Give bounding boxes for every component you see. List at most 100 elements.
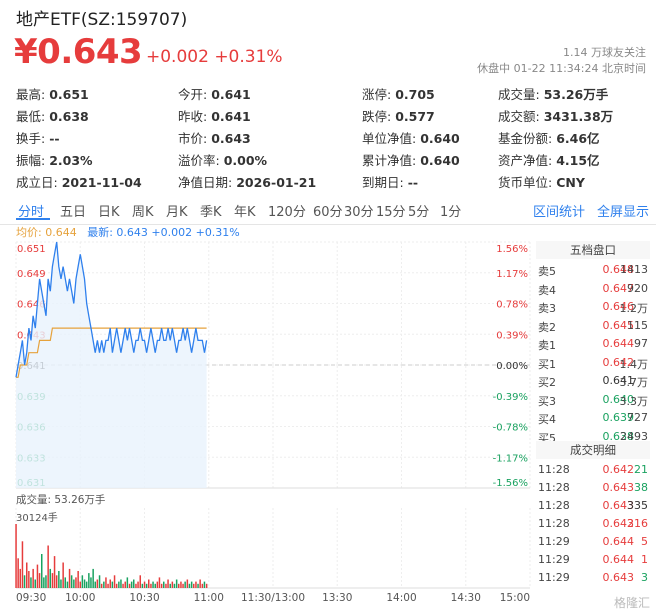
trade-row: 11:28 0.643 335: [536, 497, 650, 515]
time-tick-label: 10:30: [129, 592, 159, 604]
volume-bar: [167, 579, 169, 588]
volume-bar: [124, 581, 126, 588]
price-tick-label: 0.651: [17, 244, 46, 255]
stat-item: 基金份额: 6.46亿: [498, 128, 600, 147]
trade-price: 0.643: [602, 499, 635, 512]
order-book-row: 买2 0.641 3.7万: [536, 372, 650, 390]
volume-bar: [171, 581, 174, 588]
volume-bar: [203, 581, 206, 588]
period-tabs: 分时 五日 日K 周K 月K 季K 年K 120分 60分 30分 15分 5分 1分 区间统计 全屏显示: [0, 196, 656, 225]
volume-bar: [81, 575, 84, 588]
tab-6[interactable]: 季K: [200, 205, 222, 220]
stat-value: 0.641: [211, 87, 251, 102]
stat-item: 成交额: 3431.38万: [498, 106, 613, 125]
price-tick-label: 0.643: [17, 330, 46, 341]
tab-5[interactable]: 月K: [166, 205, 188, 220]
market-status: 休盘中 01-22 11:34:24 北京时间: [477, 62, 646, 75]
volume-bar: [55, 575, 58, 588]
trade-volume: 216: [627, 517, 648, 530]
volume-bar: [154, 583, 156, 588]
time-tick-label: 11:00: [194, 592, 224, 604]
stat-item: 振幅: 2.03%: [16, 150, 93, 169]
order-level: 卖2: [538, 320, 556, 334]
stat-item: 溢价率: 0.00%: [178, 150, 267, 169]
volume-bar: [53, 556, 56, 588]
volume-bar: [19, 568, 21, 588]
trade-volume: 3: [641, 571, 648, 584]
range-stats-button[interactable]: 区间统计: [533, 205, 586, 220]
tab-3[interactable]: 日K: [98, 205, 120, 220]
trade-price: 0.643: [602, 481, 635, 494]
trade-price: 0.644: [602, 553, 635, 566]
time-tick-label: 11:30/13:00: [241, 592, 305, 604]
tab-10[interactable]: 30分: [344, 205, 374, 220]
order-book-row: 买3 0.640 3.3万: [536, 391, 650, 409]
volume-bar: [165, 583, 167, 588]
current-price: ¥0.643: [14, 32, 143, 72]
trade-time: 11:29: [538, 553, 570, 566]
active-tab-indicator: [16, 218, 50, 220]
volume-bar: [88, 573, 90, 588]
trade-time: 11:29: [538, 571, 570, 584]
pct-tick-label: -0.78%: [493, 423, 528, 434]
volume-bar: [128, 583, 131, 588]
fullscreen-button[interactable]: 全屏显示: [597, 205, 650, 220]
tab-13[interactable]: 1分: [440, 205, 462, 220]
order-price: 0.644: [602, 337, 635, 350]
volume-bar: [118, 581, 120, 588]
stat-label: 最低:: [16, 109, 46, 124]
stat-value: 0.638: [49, 109, 89, 124]
trade-time: 11:28: [538, 463, 570, 476]
order-price: 0.642: [602, 355, 635, 369]
stat-item: 成立日: 2021-11-04: [16, 172, 142, 191]
order-volume: 2493: [620, 429, 648, 443]
tab-2[interactable]: 五日: [60, 205, 87, 220]
stat-label: 成交额:: [498, 109, 540, 124]
volume-bar: [58, 571, 60, 588]
volume-bar: [133, 579, 135, 588]
trade-price: 0.643: [602, 517, 635, 530]
stat-value: 2.03%: [49, 153, 93, 168]
volume-bar: [107, 583, 109, 588]
stat-item: 净值日期: 2026-01-21: [178, 172, 316, 191]
order-book-row: 卖2 0.645 115: [536, 317, 650, 335]
time-tick-label: 14:00: [386, 592, 416, 604]
pct-tick-label: 0.39%: [496, 330, 528, 341]
volume-bar: [100, 583, 103, 588]
stat-value: CNY: [556, 175, 585, 190]
volume-bar: [60, 579, 62, 588]
trade-time: 11:28: [538, 517, 570, 530]
trade-volume: 5: [641, 535, 648, 548]
tab-7[interactable]: 年K: [234, 205, 256, 220]
trade-volume: 1: [641, 553, 648, 566]
order-level: 买4: [538, 413, 556, 426]
pct-tick-label: -1.56%: [493, 478, 528, 489]
volume-bar: [34, 579, 36, 588]
volume-bar: [30, 577, 32, 588]
tab-9[interactable]: 60分: [313, 205, 343, 220]
tab-8[interactable]: 120分: [268, 205, 306, 220]
volume-bar: [190, 581, 193, 588]
trade-time: 11:28: [538, 481, 570, 494]
tab-11[interactable]: 15分: [376, 205, 406, 220]
trade-volume: 21: [634, 463, 648, 476]
stat-label: 净值日期:: [178, 175, 233, 190]
trade-price: 0.644: [602, 535, 635, 548]
stat-item: 最低: 0.638: [16, 106, 89, 125]
follower-count[interactable]: 1.14 万球友关注: [563, 46, 646, 59]
legend-avg: 均价: 0.644: [16, 226, 77, 239]
tab-1[interactable]: 分时: [18, 205, 45, 220]
volume-bar: [137, 581, 139, 588]
volume-bar: [51, 573, 54, 588]
volume-bar: [43, 577, 45, 588]
order-volume: 920: [627, 281, 648, 295]
order-book-row: 买1 0.642 1.4万: [536, 354, 650, 372]
volume-bar: [130, 581, 133, 588]
tab-12[interactable]: 5分: [408, 205, 430, 220]
volume-bar: [75, 577, 77, 588]
stat-label: 最高:: [16, 87, 46, 102]
stat-value: 0.577: [395, 109, 435, 124]
tab-4[interactable]: 周K: [132, 205, 154, 220]
watermark-logo: 格隆汇: [613, 596, 650, 610]
volume-bar: [49, 568, 51, 588]
